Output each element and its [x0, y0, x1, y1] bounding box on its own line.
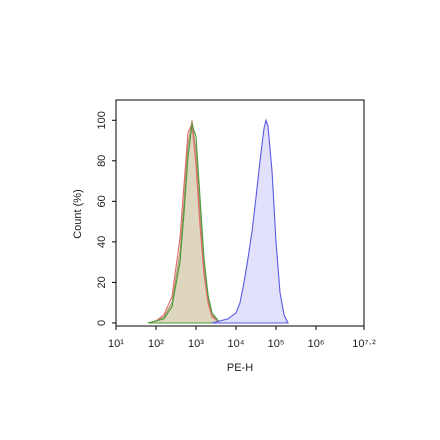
histogram-curve	[147, 124, 222, 324]
y-tick-label: 100	[96, 111, 108, 129]
x-tick-label: 10²	[148, 338, 164, 350]
x-tick-label: 10⁶	[308, 338, 325, 350]
y-tick-label: 20	[96, 276, 108, 288]
y-tick-label: 0	[96, 320, 108, 326]
y-tick-label: 60	[96, 195, 108, 207]
x-tick-label: 10⁵	[268, 338, 285, 350]
histogram-curve	[211, 118, 289, 324]
histogram-curve	[147, 120, 222, 324]
x-tick-label: 10⁴	[228, 338, 245, 350]
x-tick-label: 10³	[188, 338, 204, 350]
x-axis-label: PE-H	[227, 362, 253, 374]
x-tick-label: 10¹	[108, 338, 124, 350]
y-axis-label: Count (%)	[72, 189, 84, 239]
y-tick-label: 40	[96, 236, 108, 248]
plot-frame	[115, 99, 365, 327]
x-tick-label: 10⁷·²	[352, 338, 376, 350]
y-tick-label: 80	[96, 155, 108, 167]
